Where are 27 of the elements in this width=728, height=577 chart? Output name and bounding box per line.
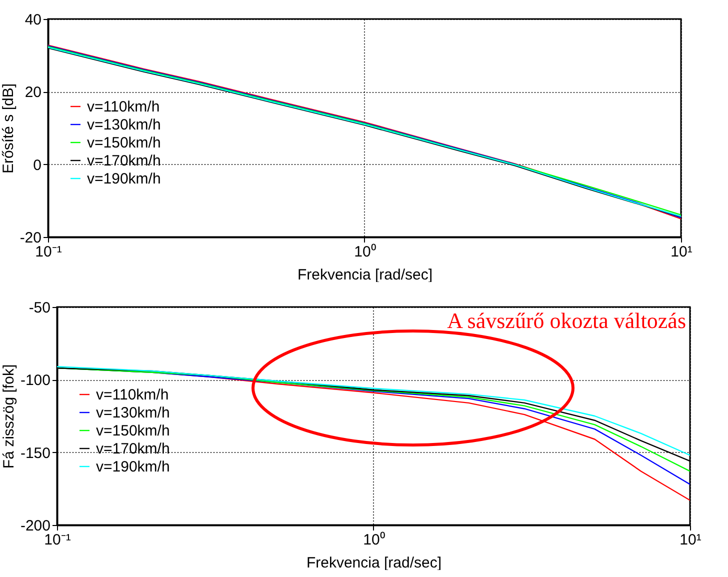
x-tick-label: 10⁰ xyxy=(363,532,385,548)
legend-label: v=130km/h xyxy=(87,116,161,134)
y-tick-label: -150 xyxy=(20,444,50,462)
y-axis-title: Erősíté s [dB] xyxy=(0,83,17,174)
x-tick-label: 10⁰ xyxy=(354,244,376,260)
legend-label: v=110km/h xyxy=(96,386,169,404)
legend-label: v=110km/h xyxy=(87,98,160,116)
y-tick-label: -50 xyxy=(28,300,50,316)
legend-label: v=190km/h xyxy=(96,458,170,476)
y-tick-label: 40 xyxy=(24,12,42,28)
y-tick-label: 0 xyxy=(33,156,42,174)
x-tick-label: 10¹ xyxy=(680,532,702,548)
x-tick-label: 10⁻¹ xyxy=(35,244,62,260)
legend-label: v=190km/h xyxy=(87,170,161,188)
y-tick-label: -100 xyxy=(20,372,50,390)
y-tick-label: 20 xyxy=(24,84,42,102)
y-axis-title: Fá zisszög [fok] xyxy=(0,364,18,469)
legend-label: v=150km/h xyxy=(96,422,170,440)
legend-label: v=170km/h xyxy=(87,152,161,170)
y-tick-label: -200 xyxy=(20,518,50,534)
annotation: A sávszűrő okozta változás xyxy=(447,308,686,333)
legend-label: v=150km/h xyxy=(87,134,161,152)
x-tick-label: 10¹ xyxy=(670,244,692,260)
y-tick-label: -20 xyxy=(20,230,42,246)
legend-label: v=170km/h xyxy=(96,440,170,458)
legend-label: v=130km/h xyxy=(96,404,170,422)
x-tick-label: 10⁻¹ xyxy=(44,532,71,548)
